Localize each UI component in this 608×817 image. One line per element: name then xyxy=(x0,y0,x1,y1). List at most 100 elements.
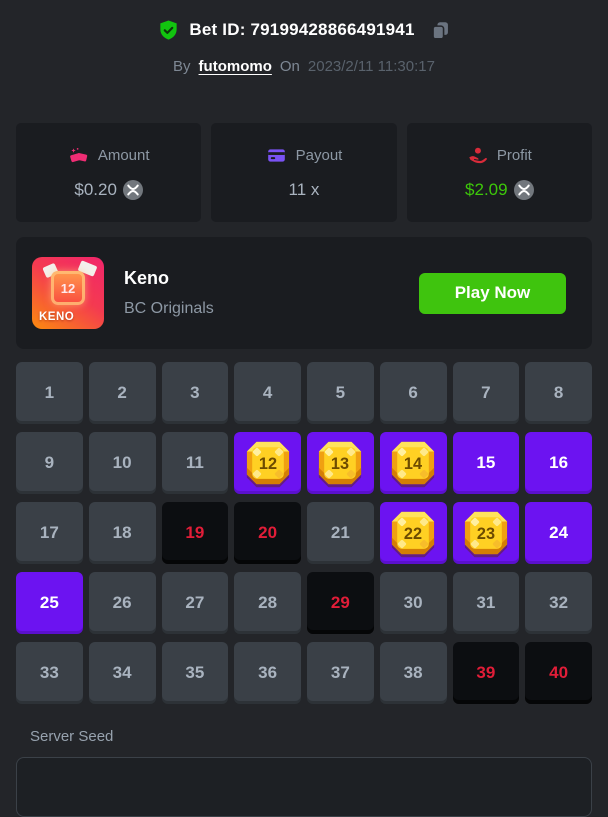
gold-gem-icon: 14 xyxy=(392,441,435,485)
keno-tile: 19 xyxy=(161,502,229,564)
tile-number: 12 xyxy=(259,455,277,473)
play-now-button[interactable]: Play Now xyxy=(419,272,566,314)
tile-number: 30 xyxy=(403,593,423,612)
header: Bet ID: 79199428866491941 By futomomo On… xyxy=(0,0,608,77)
keno-tile: 24 xyxy=(525,502,592,564)
bet-id: Bet ID: 79199428866491941 xyxy=(189,20,415,39)
tile-number: 36 xyxy=(258,663,278,682)
keno-tile: 18 xyxy=(88,502,156,564)
on-label: On xyxy=(279,57,300,75)
profit-label: Profit xyxy=(496,147,532,164)
tile-number: 18 xyxy=(112,523,132,542)
tile-number: 9 xyxy=(44,453,55,472)
stat-card-amount: Amount $0.20 xyxy=(16,123,202,222)
keno-tile: 26 xyxy=(88,572,156,634)
keno-icon-gem: 12 xyxy=(51,271,85,305)
stat-card-payout: Payout 11 x xyxy=(211,123,397,222)
keno-tile: 5 xyxy=(307,362,374,424)
tile-number: 32 xyxy=(549,593,569,612)
credit-card-icon xyxy=(266,145,287,166)
tile-number: 26 xyxy=(112,593,132,612)
game-card: 12 KENO Keno BC Originals Play Now xyxy=(16,237,592,349)
tile-number: 31 xyxy=(476,593,496,612)
copy-icon[interactable] xyxy=(430,20,451,41)
tile-number: 16 xyxy=(549,453,569,472)
tile-number: 21 xyxy=(330,523,350,542)
server-seed-input[interactable] xyxy=(16,757,592,817)
keno-tile: 14 xyxy=(379,432,447,494)
keno-tile: 38 xyxy=(379,642,447,704)
by-label: By xyxy=(173,57,191,75)
tile-number: 24 xyxy=(549,523,569,542)
keno-tile: 2 xyxy=(88,362,156,424)
keno-game-icon: 12 KENO xyxy=(32,257,104,329)
keno-tile: 11 xyxy=(161,432,229,494)
tile-number: 7 xyxy=(481,383,491,402)
cash-icon xyxy=(68,145,89,166)
tile-number: 14 xyxy=(404,455,422,473)
tile-number: 25 xyxy=(39,593,59,612)
gold-gem-icon: 12 xyxy=(246,441,289,485)
tile-number: 19 xyxy=(185,523,205,542)
tile-number: 35 xyxy=(185,663,205,682)
tile-number: 2 xyxy=(117,383,127,402)
keno-board: 1 2 3 4 5 6 7 8 9 10 11 12 xyxy=(16,362,592,704)
keno-tile: 3 xyxy=(161,362,229,424)
keno-tile: 34 xyxy=(88,642,156,704)
keno-tile: 33 xyxy=(16,642,83,704)
keno-tile: 17 xyxy=(16,502,83,564)
keno-tile: 39 xyxy=(452,642,520,704)
tile-number: 23 xyxy=(477,525,495,543)
keno-tile: 29 xyxy=(307,572,374,634)
amount-value: $0.20 xyxy=(74,180,117,199)
gold-gem-icon: 23 xyxy=(464,511,507,555)
hand-coin-icon xyxy=(467,145,488,166)
tile-number: 38 xyxy=(403,663,423,682)
tile-number: 28 xyxy=(258,593,278,612)
keno-tile: 35 xyxy=(161,642,229,704)
keno-tile: 20 xyxy=(234,502,301,564)
tile-number: 20 xyxy=(258,523,278,542)
keno-tile: 30 xyxy=(379,572,447,634)
tile-number: 1 xyxy=(44,383,55,402)
keno-tile: 4 xyxy=(234,362,301,424)
keno-tile: 15 xyxy=(452,432,520,494)
keno-tile: 7 xyxy=(452,362,520,424)
profit-value: $2.09 xyxy=(465,180,508,199)
keno-tile: 28 xyxy=(234,572,301,634)
tile-number: 39 xyxy=(476,663,496,682)
keno-tile: 23 xyxy=(452,502,520,564)
game-provider: BC Originals xyxy=(124,300,214,317)
stat-card-profit: Profit $2.09 xyxy=(406,123,592,222)
game-title: Keno xyxy=(124,268,169,288)
keno-tile: 13 xyxy=(307,432,374,494)
tile-number: 5 xyxy=(335,383,346,402)
stat-cards: Amount $0.20 xyxy=(16,123,592,222)
tile-number: 33 xyxy=(39,663,59,682)
keno-tile: 6 xyxy=(379,362,447,424)
keno-tile: 31 xyxy=(452,572,520,634)
tile-number: 6 xyxy=(408,383,418,402)
gold-gem-icon: 13 xyxy=(319,441,362,485)
tile-number: 29 xyxy=(330,593,350,612)
payout-label: Payout xyxy=(295,147,343,164)
keno-tile: 36 xyxy=(234,642,301,704)
amount-label: Amount xyxy=(97,147,150,164)
tile-number: 11 xyxy=(185,453,204,472)
tile-number: 22 xyxy=(404,525,422,543)
keno-tile: 25 xyxy=(16,572,83,634)
bet-timestamp: 2023/2/11 11:30:17 xyxy=(307,57,435,75)
keno-tile: 22 xyxy=(379,502,447,564)
verified-shield-icon xyxy=(157,19,180,42)
tile-number: 37 xyxy=(330,663,350,682)
username-link[interactable]: futomomo xyxy=(198,57,272,75)
server-seed-label: Server Seed xyxy=(30,728,114,745)
keno-tile: 9 xyxy=(16,432,83,494)
tile-number: 8 xyxy=(553,383,564,402)
tile-number: 27 xyxy=(185,593,205,612)
keno-tile: 32 xyxy=(525,572,592,634)
payout-value: 11 x xyxy=(288,180,320,199)
keno-tile: 1 xyxy=(16,362,83,424)
tile-number: 3 xyxy=(190,383,200,402)
keno-tile: 37 xyxy=(307,642,374,704)
